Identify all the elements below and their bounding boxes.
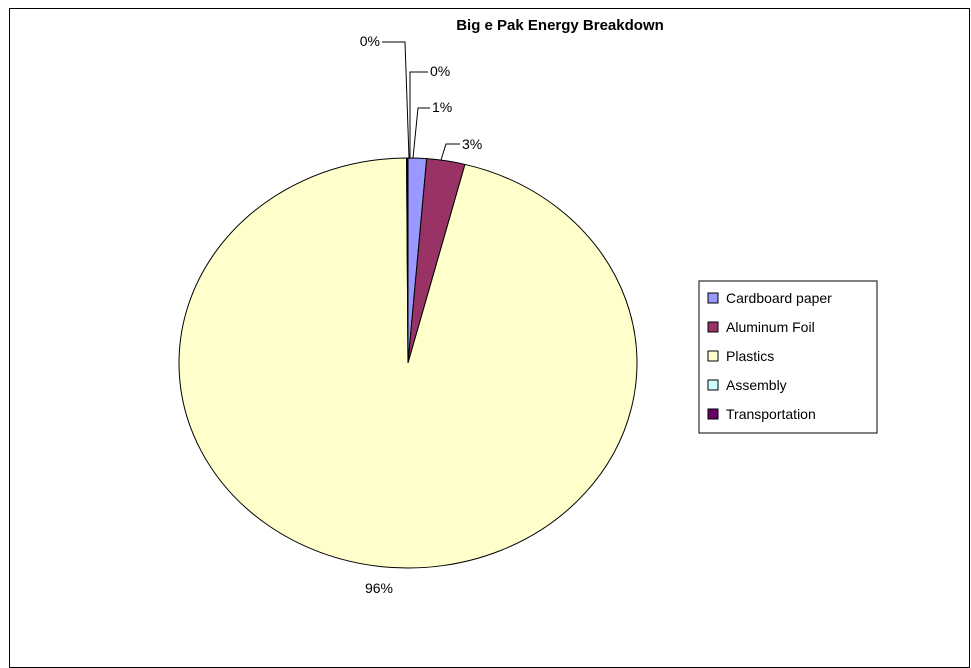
legend-label-aluminum-foil: Aluminum Foil	[726, 319, 815, 335]
leader-line-transportation	[382, 41, 410, 159]
legend-swatch-transportation	[707, 408, 719, 420]
legend-swatch-aluminum-foil	[707, 321, 719, 333]
chart-title: Big e Pak Energy Breakdown	[456, 17, 664, 34]
data-label-transportation: 0%	[360, 33, 380, 49]
legend-label-cardboard-paper: Cardboard paper	[726, 290, 832, 306]
leader-line-assembly	[409, 71, 428, 158]
legend-label-transportation: Transportation	[726, 406, 816, 422]
legend: Cardboard paper Aluminum Foil Plastics Asse…	[698, 280, 878, 434]
legend-label-assembly: Assembly	[726, 377, 787, 393]
legend-swatch-assembly	[707, 379, 719, 391]
data-label-assembly: 0%	[430, 63, 450, 79]
legend-swatch-plastics	[707, 350, 719, 362]
pie-slices	[178, 157, 638, 569]
pie-slice-transportation	[406, 157, 409, 364]
data-labels: 1% 3% 96% 0% 0%	[360, 33, 482, 596]
legend-label-plastics: Plastics	[726, 348, 774, 364]
leader-lines	[382, 41, 460, 161]
legend-swatch-cardboard-paper	[707, 292, 719, 304]
legend-box	[698, 280, 878, 434]
leader-line-aluminum-foil	[440, 143, 460, 161]
leader-line-cardboard-paper	[412, 107, 430, 159]
data-label-plastics: 96%	[365, 580, 393, 596]
data-label-aluminum-foil: 3%	[462, 136, 482, 152]
data-label-cardboard-paper: 1%	[432, 99, 452, 115]
